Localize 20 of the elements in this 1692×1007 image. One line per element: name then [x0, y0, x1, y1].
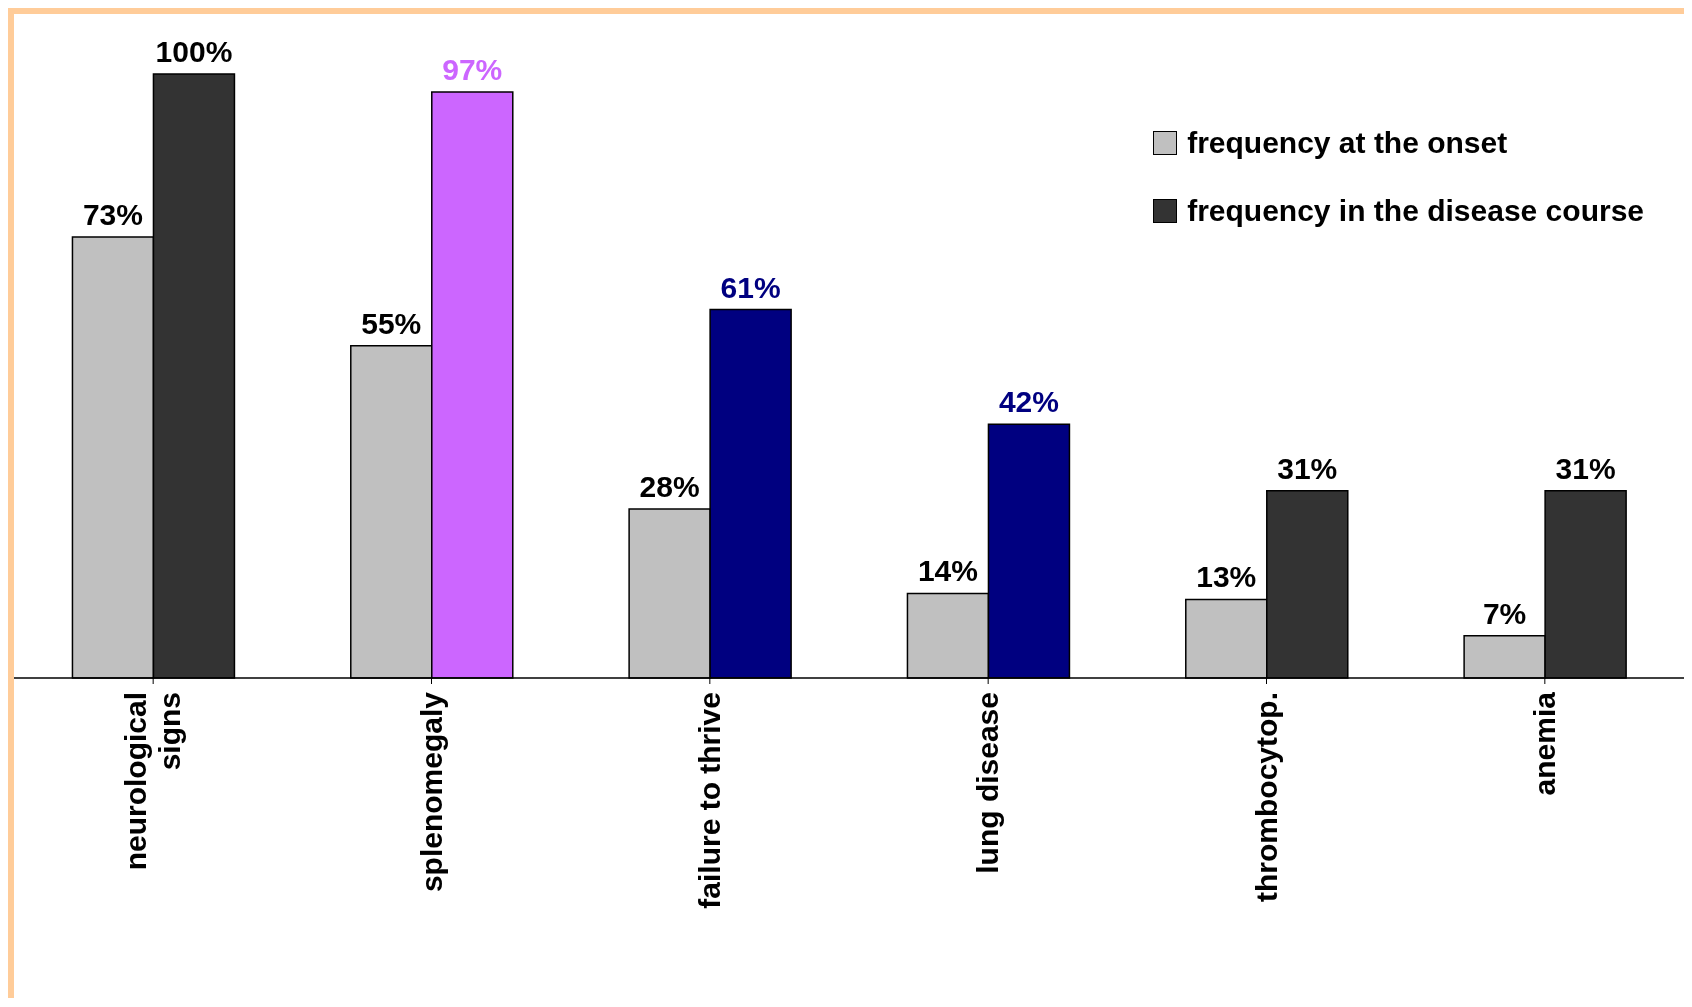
data-label: 7% — [1482, 596, 1527, 630]
x-tick-label: neurological signs — [119, 692, 187, 871]
data-label: 13% — [1196, 560, 1257, 594]
data-label: 28% — [639, 469, 700, 503]
legend-label: frequency in the disease course — [1187, 194, 1644, 228]
data-label: 14% — [917, 554, 978, 588]
legend-label: frequency at the onset — [1187, 126, 1508, 160]
data-label: 42% — [998, 385, 1059, 419]
data-label: 61% — [720, 270, 781, 304]
x-tick-label: lung disease — [971, 692, 1005, 874]
data-label: 97% — [442, 53, 503, 87]
x-tick-label: failure to thrive — [692, 692, 726, 909]
x-tick-label: anemia — [1527, 691, 1561, 796]
data-label: 55% — [361, 306, 422, 340]
x-tick-label: thrombocytop. — [1249, 692, 1283, 902]
x-tick-label: splenomegaly — [414, 691, 448, 893]
data-label: 31% — [1277, 451, 1338, 485]
data-label: 100% — [155, 35, 233, 68]
data-label: 31% — [1555, 451, 1616, 485]
data-label: 73% — [82, 198, 143, 232]
